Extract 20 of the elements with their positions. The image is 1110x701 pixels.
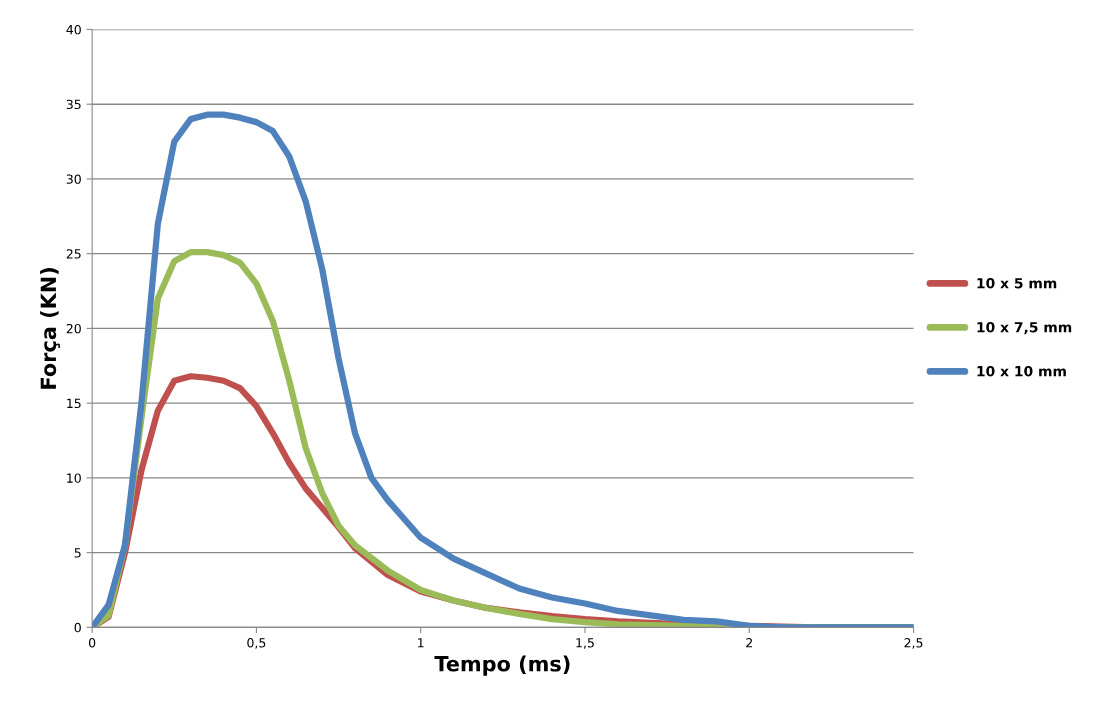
legend-label: 10 x 7,5 mm [977,321,1072,335]
y-tick-label: 10 [67,473,81,483]
x-tick-label: 1 [418,638,424,648]
y-tick-label: 20 [66,323,81,334]
x-tick-label: 2 [746,638,752,648]
y-tick-label: 40 [66,24,81,35]
legend-label: 10 x 10 mm [977,365,1066,377]
legend-label: 10 x 5 mm [977,277,1057,289]
y-tick-label: 35 [66,99,81,110]
y-tick-label: 5 [74,548,81,558]
y-tick-label: 30 [66,174,81,184]
y-tick-label: 25 [66,249,81,259]
x-tick-label: 0 [88,638,96,648]
y-axis-title: Força (KN) [40,268,60,389]
y-tick-label: 0 [74,622,81,633]
x-axis-title: Tempo (ms) [434,655,570,676]
x-tick-label: 0,5 [247,638,266,649]
y-tick-label: 15 [67,398,81,409]
x-tick-label: 2,5 [904,638,923,649]
x-tick-label: 1,5 [576,638,594,649]
